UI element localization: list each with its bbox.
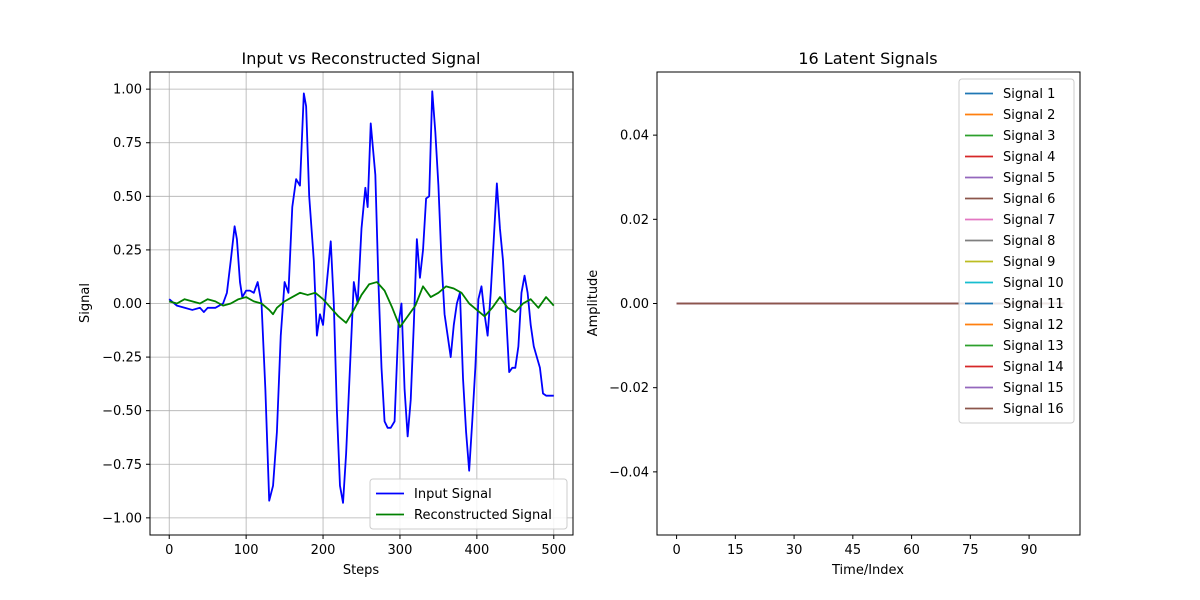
- x-tick-label: 300: [388, 543, 413, 558]
- legend-label: Signal 16: [1003, 402, 1064, 417]
- y-tick-label: −0.25: [102, 351, 142, 366]
- x-tick-label: 0: [165, 543, 173, 558]
- x-tick-label: 75: [962, 543, 979, 558]
- x-tick-label: 500: [541, 543, 566, 558]
- series-lines: [168, 90, 555, 504]
- legend-box: [369, 478, 568, 530]
- legend-label: Signal 13: [1003, 339, 1064, 354]
- series-line-1: [168, 90, 554, 504]
- x-tick-label: 30: [786, 543, 803, 558]
- x-ticks: 0 100 200 300 400 500: [165, 535, 566, 558]
- x-ticks: 0 15 30 45 60 75 90: [672, 535, 1037, 558]
- y-tick-label: −0.50: [102, 404, 142, 419]
- y-axis-label: Amplitude: [586, 270, 601, 337]
- y-tick-label: 0.00: [113, 297, 142, 312]
- legend-label: Signal 8: [1003, 234, 1055, 249]
- legend-label: Signal 9: [1003, 255, 1055, 270]
- legend-label: Input Signal: [414, 487, 492, 502]
- chart-title: Input vs Reconstructed Signal: [241, 49, 480, 68]
- y-ticks: −1.00 −0.75 −0.50 −0.25 0.00 0.25 0.50 0.75 1.00: [102, 83, 150, 526]
- input-reconstruction-chart: Input vs Reconstructed Signal Steps Sign…: [78, 49, 574, 578]
- x-axis-label: Steps: [343, 563, 380, 578]
- x-tick-label: 15: [727, 543, 744, 558]
- legend-label: Reconstructed Signal: [414, 508, 552, 523]
- legend-label: Signal 4: [1003, 150, 1055, 165]
- chart-title: 16 Latent Signals: [798, 49, 937, 68]
- legend-label: Signal 3: [1003, 129, 1055, 144]
- y-tick-label: 0.75: [113, 136, 142, 151]
- x-tick-label: 400: [464, 543, 489, 558]
- legend-label: Signal 7: [1003, 213, 1055, 228]
- legend-label: Signal 15: [1003, 381, 1064, 396]
- legend-label: Signal 10: [1003, 276, 1064, 291]
- legend-label: Signal 14: [1003, 360, 1064, 375]
- y-tick-label: 0.04: [620, 129, 649, 144]
- legend-label: Signal 12: [1003, 318, 1064, 333]
- y-tick-label: 1.00: [113, 83, 142, 98]
- legend-label: Signal 2: [1003, 108, 1055, 123]
- legend-label: Signal 11: [1003, 297, 1064, 312]
- y-tick-label: 0.50: [113, 190, 142, 205]
- x-tick-label: 0: [672, 543, 680, 558]
- y-ticks: −0.04 −0.02 0.00 0.02 0.04: [609, 129, 657, 480]
- y-tick-label: 0.00: [620, 297, 649, 312]
- series-line-2: [168, 281, 555, 328]
- legend: Input Signal Reconstructed Signal: [369, 478, 568, 530]
- y-tick-label: −0.04: [609, 465, 649, 480]
- legend-label: Signal 5: [1003, 171, 1055, 186]
- x-axis-label: Time/Index: [831, 563, 904, 578]
- y-tick-label: −1.00: [102, 511, 142, 526]
- y-tick-label: 0.25: [113, 243, 142, 258]
- legend-label: Signal 6: [1003, 192, 1055, 207]
- y-axis-label: Signal: [78, 283, 93, 323]
- x-tick-label: 60: [903, 543, 920, 558]
- y-tick-label: −0.02: [609, 381, 649, 396]
- legend-box: [958, 78, 1075, 424]
- y-tick-label: −0.75: [102, 458, 142, 473]
- x-tick-label: 200: [311, 543, 336, 558]
- latent-signals-chart: 16 Latent Signals Time/Index Amplitude 0…: [586, 49, 1081, 578]
- y-tick-label: 0.02: [620, 213, 649, 228]
- legend-label: Signal 1: [1003, 87, 1055, 102]
- x-tick-label: 100: [234, 543, 259, 558]
- legend: Signal 1 Signal 2 Signal 3 Signal 4 Signal 5…: [958, 78, 1075, 424]
- x-tick-label: 90: [1021, 543, 1038, 558]
- x-tick-label: 45: [845, 543, 862, 558]
- grid: [150, 72, 573, 535]
